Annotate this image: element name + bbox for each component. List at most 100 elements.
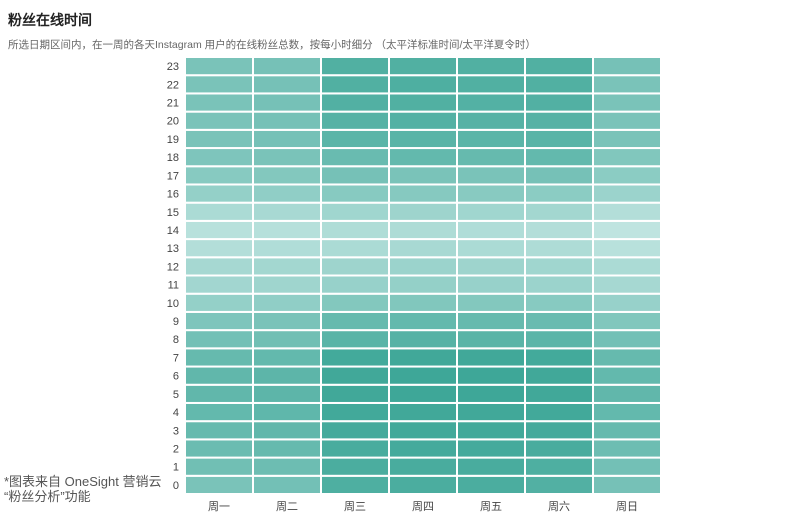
heatmap-cell-周一-23 bbox=[184, 56, 254, 77]
heatmap-cell-周四-12 bbox=[388, 256, 458, 277]
heatmap-cell-周二-22 bbox=[252, 74, 322, 95]
heatmap-cell-周四-6 bbox=[388, 365, 458, 386]
heatmap-cell-周三-0 bbox=[320, 474, 390, 496]
x-tick-label: 周一 bbox=[208, 500, 230, 513]
heatmap-cell-周四-3 bbox=[388, 420, 458, 441]
heatmap-cell-周五-16 bbox=[456, 183, 526, 204]
heatmap-cell-周六-17 bbox=[524, 165, 594, 186]
heatmap-cell-周日-23 bbox=[592, 56, 662, 77]
heatmap-cell-周五-5 bbox=[456, 383, 526, 404]
heatmap-cell-周五-12 bbox=[456, 256, 526, 277]
y-tick-label: 16 bbox=[167, 189, 179, 201]
chart-title: 粉丝在线时间 bbox=[8, 12, 92, 28]
heatmap-cell-周五-8 bbox=[456, 329, 526, 350]
y-tick-label: 19 bbox=[167, 134, 179, 146]
heatmap-cell-周四-18 bbox=[388, 147, 458, 168]
y-tick-label: 8 bbox=[173, 334, 179, 346]
heatmap-cell-周四-5 bbox=[388, 383, 458, 404]
y-tick-label: 18 bbox=[167, 152, 179, 164]
heatmap-cell-周四-20 bbox=[388, 110, 458, 131]
heatmap-cell-周三-4 bbox=[320, 401, 390, 423]
y-tick-label: 15 bbox=[167, 207, 179, 219]
x-axis-labels: 周一 周二 周三 周四 周五 周六 周日 bbox=[208, 500, 638, 513]
heatmap-cell-周二-14 bbox=[252, 219, 322, 241]
heatmap-cell-周四-9 bbox=[388, 310, 458, 332]
heatmap-cell-周一-17 bbox=[184, 165, 254, 186]
heatmap-cell-周四-21 bbox=[388, 92, 458, 113]
heatmap-cell-周三-8 bbox=[320, 329, 390, 350]
heatmap-cell-周六-4 bbox=[524, 401, 594, 423]
heatmap-cell-周六-1 bbox=[524, 456, 594, 477]
heatmap-cell-周二-23 bbox=[252, 56, 322, 77]
heatmap-cell-周二-0 bbox=[252, 474, 322, 496]
heatmap-cell-周二-10 bbox=[252, 292, 322, 313]
heatmap-cell-周四-19 bbox=[388, 128, 458, 150]
x-tick-label: 周二 bbox=[276, 500, 298, 513]
heatmap-cell-周六-5 bbox=[524, 383, 594, 404]
heatmap-cell-周四-13 bbox=[388, 238, 458, 259]
heatmap-cell-周日-3 bbox=[592, 420, 662, 441]
heatmap-cell-周二-2 bbox=[252, 438, 322, 459]
heatmap-cell-周四-0 bbox=[388, 474, 458, 496]
heatmap-cell-周六-22 bbox=[524, 74, 594, 95]
y-tick-label: 11 bbox=[168, 280, 179, 292]
heatmap-cell-周一-5 bbox=[184, 383, 254, 404]
y-tick-label: 21 bbox=[167, 98, 179, 110]
heatmap-cell-周四-15 bbox=[388, 201, 458, 222]
heatmap-cell-周二-15 bbox=[252, 201, 322, 222]
heatmap-cell-周五-19 bbox=[456, 128, 526, 150]
heatmap-cell-周日-7 bbox=[592, 347, 662, 368]
heatmap-cell-周日-10 bbox=[592, 292, 662, 313]
heatmap-cell-周六-19 bbox=[524, 128, 594, 150]
heatmap-cell-周一-14 bbox=[184, 219, 254, 241]
heatmap-cell-周六-18 bbox=[524, 147, 594, 168]
heatmap-cell-周二-12 bbox=[252, 256, 322, 277]
heatmap-cell-周五-20 bbox=[456, 110, 526, 131]
heatmap-cell-周一-11 bbox=[184, 274, 254, 295]
heatmap-cell-周六-23 bbox=[524, 56, 594, 77]
heatmap-cell-周日-14 bbox=[592, 219, 662, 241]
heatmap-cell-周六-9 bbox=[524, 310, 594, 332]
heatmap-cell-周二-5 bbox=[252, 383, 322, 404]
heatmap-cell-周日-11 bbox=[592, 274, 662, 295]
y-tick-label: 20 bbox=[167, 116, 179, 128]
heatmap-cell-周三-9 bbox=[320, 310, 390, 332]
heatmap-cell-周日-22 bbox=[592, 74, 662, 95]
heatmap-cell-周三-19 bbox=[320, 128, 390, 150]
heatmap-cell-周一-8 bbox=[184, 329, 254, 350]
y-tick-label: 6 bbox=[173, 371, 179, 383]
heatmap-cell-周一-4 bbox=[184, 401, 254, 423]
heatmap-cell-周四-17 bbox=[388, 165, 458, 186]
chart-subtitle: 所选日期区间内，在一周的各天Instagram 用户的在线粉丝总数，按每小时细分… bbox=[8, 39, 536, 51]
heatmap-cell-周二-16 bbox=[252, 183, 322, 204]
heatmap-cell-周一-3 bbox=[184, 420, 254, 441]
heatmap-cell-周日-18 bbox=[592, 147, 662, 168]
heatmap-cell-周五-4 bbox=[456, 401, 526, 423]
heatmap-cell-周六-7 bbox=[524, 347, 594, 368]
heatmap-cell-周日-19 bbox=[592, 128, 662, 150]
heatmap-cell-周三-13 bbox=[320, 238, 390, 259]
heatmap-cell-周二-13 bbox=[252, 238, 322, 259]
heatmap-cell-周日-0 bbox=[592, 474, 662, 496]
heatmap-cell-周二-20 bbox=[252, 110, 322, 131]
heatmap-cell-周日-21 bbox=[592, 92, 662, 113]
y-tick-label: 10 bbox=[167, 298, 179, 310]
y-tick-label: 13 bbox=[167, 243, 179, 255]
heatmap-cell-周二-9 bbox=[252, 310, 322, 332]
heatmap-cell-周五-22 bbox=[456, 74, 526, 95]
y-tick-label: 0 bbox=[173, 480, 179, 492]
heatmap-cell-周四-11 bbox=[388, 274, 458, 295]
heatmap-cell-周六-2 bbox=[524, 438, 594, 459]
heatmap-cell-周二-19 bbox=[252, 128, 322, 150]
heatmap-cell-周三-6 bbox=[320, 365, 390, 386]
heatmap-cell-周三-16 bbox=[320, 183, 390, 204]
heatmap-cell-周三-18 bbox=[320, 147, 390, 168]
heatmap-cell-周一-6 bbox=[184, 365, 254, 386]
footnote: *图表来自 OneSight 营销云 “粉丝分析”功能 bbox=[4, 474, 162, 504]
x-tick-label: 周五 bbox=[480, 500, 502, 513]
heatmap-cell-周二-17 bbox=[252, 165, 322, 186]
heatmap-cell-周五-1 bbox=[456, 456, 526, 477]
heatmap-cell-周三-17 bbox=[320, 165, 390, 186]
heatmap-cell-周一-21 bbox=[184, 92, 254, 113]
